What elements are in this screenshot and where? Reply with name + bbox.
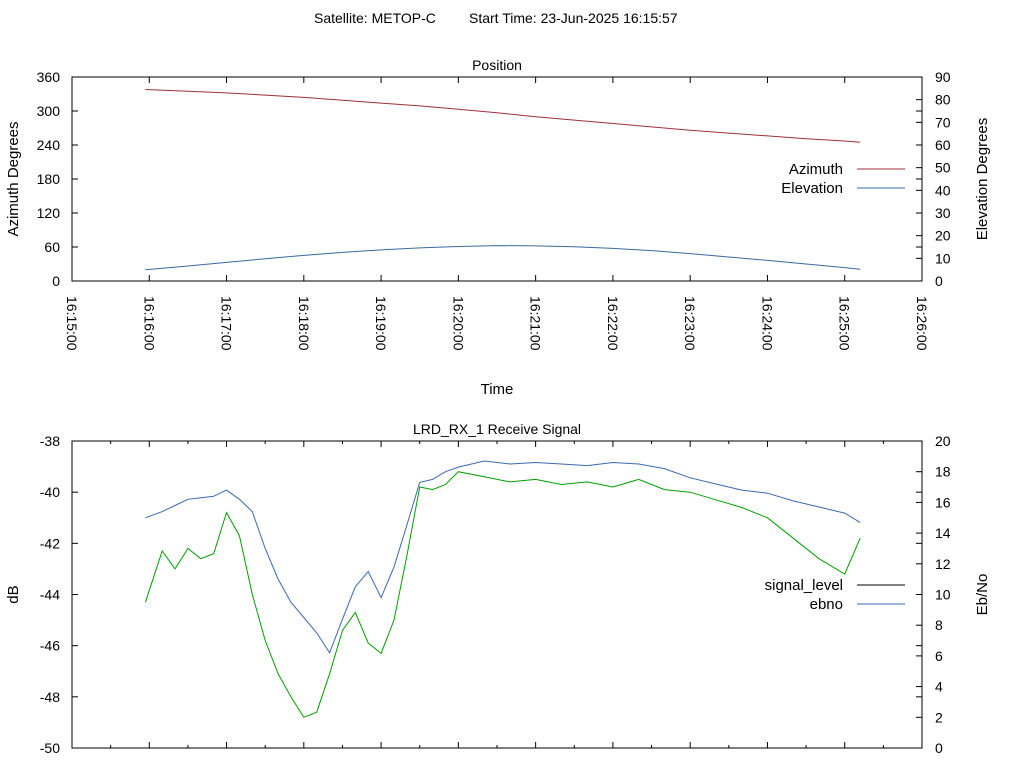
y2-tick-label: 80	[935, 92, 951, 108]
y2-tick-label: 0	[935, 740, 943, 756]
y-tick-label: 300	[37, 103, 61, 119]
series-line-Elevation	[145, 245, 861, 271]
y-tick-label: 60	[44, 239, 60, 255]
legend-label-signal_level: signal_level	[765, 577, 843, 594]
chart-title: LRD_RX_1 Receive Signal	[413, 421, 581, 437]
y2-tick-label: 20	[935, 433, 951, 449]
x-tick-label: 16:20:00	[450, 296, 466, 351]
plot-frame	[71, 440, 923, 749]
y-tick-label: -48	[40, 689, 60, 705]
x-tick-label: 16:19:00	[373, 296, 389, 351]
y2-tick-label: 4	[935, 679, 943, 695]
plot-frame	[71, 76, 923, 282]
x-tick-label: 16:24:00	[759, 296, 775, 351]
legend-label-Azimuth: Azimuth	[789, 161, 843, 178]
y-tick-label: -50	[40, 740, 60, 756]
y-tick-label: 240	[37, 137, 61, 153]
y2-tick-label: 8	[935, 617, 943, 633]
y2-axis-label: Eb/No	[974, 574, 991, 616]
y-axis-label: dB	[5, 585, 22, 603]
y2-tick-label: 10	[935, 587, 951, 603]
x-tick-label: 16:26:00	[914, 296, 930, 351]
y-tick-label: 0	[52, 273, 60, 289]
y-tick-label: -44	[40, 587, 60, 603]
y2-axis-label: Elevation Degrees	[974, 118, 991, 241]
x-tick-label: 16:17:00	[219, 296, 235, 351]
series-line-Azimuth	[145, 89, 861, 143]
chart-1: Position 0 60 120 180 240 300 360 0 10 20 30 40 50 60 7…	[5, 57, 991, 398]
y-tick-label: 180	[37, 171, 61, 187]
legend-label-ebno: ebno	[810, 596, 843, 613]
y2-tick-label: 20	[935, 228, 951, 244]
legend-label-Elevation: Elevation	[781, 180, 843, 197]
start-time-label: Start Time: 23-Jun-2025 16:15:57	[469, 10, 678, 26]
y-tick-label: 360	[37, 69, 61, 85]
y2-tick-label: 0	[935, 273, 943, 289]
x-tick-label: 16:21:00	[528, 296, 544, 351]
chart-2: LRD_RX_1 Receive Signal -50 -48 -46 -44 -42 -4…	[5, 421, 991, 756]
y2-tick-label: 6	[935, 648, 943, 664]
y2-tick-label: 16	[935, 494, 951, 510]
x-tick-label: 16:16:00	[141, 296, 157, 351]
y-tick-label: -38	[40, 433, 60, 449]
x-axis-label: Time	[481, 381, 514, 398]
y2-tick-label: 14	[935, 525, 951, 541]
y-tick-label: -42	[40, 535, 60, 551]
y2-tick-label: 12	[935, 556, 951, 572]
y2-tick-label: 30	[935, 205, 951, 221]
y-tick-label: -40	[40, 484, 60, 500]
series-line-ebno	[145, 460, 861, 654]
y2-tick-label: 60	[935, 137, 951, 153]
y2-tick-label: 90	[935, 69, 951, 85]
y-axis-label: Azimuth Degrees	[5, 121, 22, 236]
y2-tick-label: 50	[935, 160, 951, 176]
y-tick-label: -46	[40, 638, 60, 654]
y-tick-label: 120	[37, 205, 61, 221]
satellite-label: Satellite: METOP-C	[314, 10, 436, 26]
charts-group: Position06012018024030036001020304050607…	[5, 57, 991, 756]
y2-tick-label: 40	[935, 182, 951, 198]
x-tick-label: 16:18:00	[296, 296, 312, 351]
y2-tick-label: 70	[935, 114, 951, 130]
x-tick-label: 16:23:00	[682, 296, 698, 351]
chart-title: Position	[472, 57, 522, 73]
x-tick-label: 16:22:00	[605, 296, 621, 351]
series-line-series-3	[144, 471, 861, 718]
y2-tick-label: 2	[935, 709, 943, 725]
y2-tick-label: 10	[935, 250, 951, 266]
y2-tick-label: 18	[935, 464, 951, 480]
x-tick-label: 16:15:00	[64, 296, 80, 351]
x-tick-label: 16:25:00	[837, 296, 853, 351]
